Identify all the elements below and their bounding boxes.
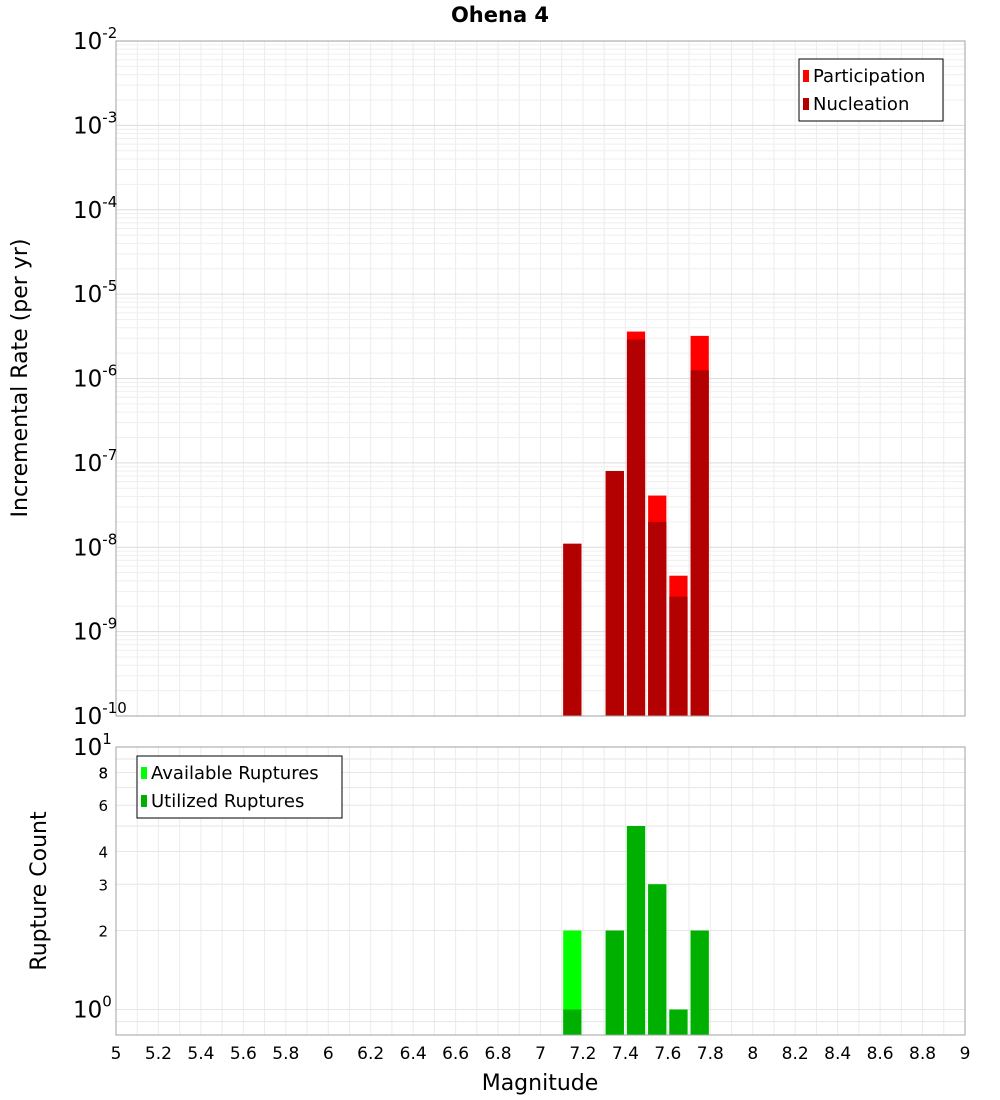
x-tick-label: 7.2 [569,1044,596,1064]
grid-top [115,41,966,717]
y-tick-label: 10-8 [73,530,117,561]
count-bar-utilized-ruptures [669,1009,688,1035]
rate-bar-nucleation [563,543,582,716]
y-tick-label: 10-2 [73,24,117,55]
x-tick-label: 6.8 [485,1044,512,1064]
x-tick-label: 8.8 [909,1044,936,1064]
x-tick-label: 5 [111,1044,122,1064]
rate-legend-swatch [803,70,809,82]
y-tick-label: 10-10 [73,699,127,730]
bars-bottom [563,826,709,1035]
y-ticks-top: 10-10 10-9 10-8 10-7 10-6 10-5 10-4 10-3 10-2 [73,24,127,730]
y-tick-label: 10-3 [73,108,117,139]
rate-bar-nucleation [669,596,688,716]
x-tick-label: 6 [323,1044,334,1064]
count-legend-label: Available Ruptures [151,763,319,784]
x-tick-label: 6.4 [400,1044,427,1064]
y-tick-label: 10-4 [73,193,117,224]
plot-border-top [115,40,966,717]
x-tick-label: 7.4 [612,1044,639,1064]
count-bar-utilized-ruptures [626,826,646,1035]
y-tick-label: 10-9 [73,615,117,646]
x-tick-label: 9 [960,1044,971,1064]
x-tick-label: 5.2 [145,1044,172,1064]
x-ticks: 5 5.2 5.4 5.6 5.8 6 6.2 6.4 6.6 6.8 7 7.2 7.4 7.6 7.8 8… [111,1044,971,1064]
x-tick-label: 6.2 [357,1044,384,1064]
rate-bar-nucleation [690,370,709,716]
plot-border-bottom [115,746,966,1036]
count-bar-utilized-ruptures [563,1009,582,1035]
x-tick-label: 7.6 [654,1044,681,1064]
x-tick-label: 8 [747,1044,758,1064]
y-tick-label: 101 [73,730,112,761]
y-tick-label: 8 [98,764,108,782]
x-tick-label: 8.4 [824,1044,851,1064]
count-bar-utilized-ruptures [605,930,624,1035]
count-legend-box [136,755,343,819]
incremental-rate-plot: 10-10 10-9 10-8 10-7 10-6 10-5 10-4 10-3 10-2 In… [8,24,966,730]
count-bar-utilized-ruptures [690,930,709,1035]
x-tick-label: 7 [535,1044,546,1064]
x-tick-label: 8.2 [782,1044,809,1064]
y-tick-label: 2 [98,923,108,941]
x-tick-label: 8.6 [867,1044,894,1064]
y-tick-label: 4 [98,843,108,861]
y-tick-label: 10-7 [73,446,117,477]
y-tick-label: 6 [98,797,108,815]
rate-bar-nucleation [605,471,624,716]
rate-legend-swatch [803,98,809,110]
x-axis-label: Magnitude [482,1071,599,1096]
y-tick-label: 100 [73,993,112,1024]
count-bar-utilized-ruptures [648,884,667,1035]
x-tick-label: 5.6 [230,1044,257,1064]
grid-bottom [115,746,966,1036]
x-tick-label: 5.8 [272,1044,299,1064]
y-axis-label-top: Incremental Rate (per yr) [8,239,33,518]
rate-bar-nucleation [626,339,646,716]
legend-bottom: Available Ruptures Utilized Ruptures [136,755,343,819]
bars-top [563,331,709,716]
y-tick-label: 10-6 [73,362,117,393]
y-tick-label: 10-5 [73,277,117,308]
rate-bar-nucleation [648,521,667,716]
y-tick-label: 3 [98,876,108,894]
rate-legend-box [798,58,944,122]
x-tick-label: 7.8 [697,1044,724,1064]
y-axis-label-bottom: Rupture Count [27,811,52,971]
legend-top: Participation Nucleation [798,58,944,122]
x-tick-label: 6.6 [442,1044,469,1064]
count-legend-label: Utilized Ruptures [151,791,304,812]
rate-legend-label: Nucleation [813,94,909,115]
x-tick-label: 5.4 [187,1044,214,1064]
y-tick-label: 8 [98,764,108,782]
chart-title: Ohena 4 [451,3,549,27]
count-bar-available-ruptures [563,930,582,1035]
rate-legend-label: Participation [813,66,925,87]
count-legend-swatch [141,795,147,807]
count-legend-swatch [141,767,147,779]
